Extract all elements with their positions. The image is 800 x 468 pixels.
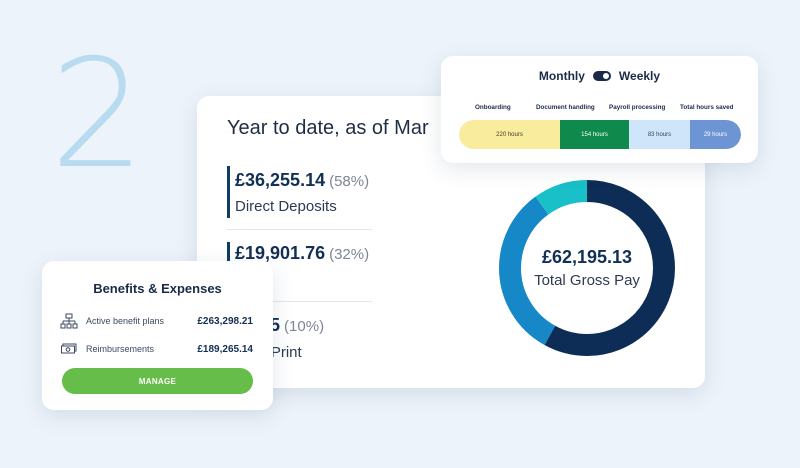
segment-total-hours-saved: 29 hours [690,120,741,149]
toggle-label-monthly[interactable]: Monthly [538,69,585,83]
stat-amount: £19,901.76 (32%) [235,243,369,264]
segment-onboarding: 220 hours [459,120,560,149]
divider [227,229,372,230]
segment-document-handling: 154 hours [560,120,629,149]
period-toggle[interactable] [592,71,611,81]
benefit-row-label: Reimbursements [86,344,155,354]
ytd-title: Year to date, as of Mar [227,117,429,139]
stat-accent-bar [227,242,230,264]
benefits-title: Benefits & Expenses [93,281,222,296]
cash-icon [60,341,78,357]
stat-amount-value: £36,255.14 [235,170,326,190]
hours-bar: 220 hours 154 hours 83 hours 29 hours [459,120,741,149]
header-payroll-processing: Payroll processing [609,104,666,111]
benefit-row-value: £189,265.14 [197,343,253,355]
stat-label: Direct Deposits [235,198,337,215]
donut-segment-1 [499,180,675,356]
total-gross-pay-amount: £62,195.13 [541,247,633,267]
manage-button[interactable]: MANAGE [62,368,253,394]
total-gross-pay-label: Total Gross Pay [534,272,640,289]
stat-percent: (10%) [284,318,325,335]
benefit-row-label: Active benefit plans [86,316,165,326]
header-onboarding: Onboarding [475,104,511,111]
hours-saved-card: Monthly Weekly Onboarding Document handl… [441,56,758,163]
org-chart-icon [60,313,78,329]
toggle-label-weekly[interactable]: Weekly [618,69,661,83]
donut-chart [499,180,675,356]
benefits-expenses-card: Benefits & Expenses Active benefit plans… [42,261,273,410]
step-number: 2 [50,28,146,202]
stat-percent: (32%) [329,246,370,263]
divider [227,301,372,302]
header-document-handling: Document handling [536,104,595,111]
stat-amount-value: £19,901.76 [235,243,326,263]
benefit-row-reimbursements: Reimbursements £189,265.14 [60,341,253,357]
donut-center: £62,195.13 Total Gross Pay [495,176,679,360]
donut-segment-2 [499,180,675,356]
segment-payroll-processing: 83 hours [629,120,690,149]
stat-amount: £36,255.14 (58%) [235,170,369,191]
benefit-row-value: £263,298.21 [197,315,253,327]
benefit-row-active-plans: Active benefit plans £263,298.21 [60,313,253,329]
header-total-hours-saved: Total hours saved [680,104,734,111]
gross-pay-donut: £62,195.13 Total Gross Pay [495,176,679,360]
period-toggle-row: Monthly Weekly [441,69,758,83]
stat-percent: (58%) [329,173,370,190]
stat-accent-bar [227,166,230,218]
